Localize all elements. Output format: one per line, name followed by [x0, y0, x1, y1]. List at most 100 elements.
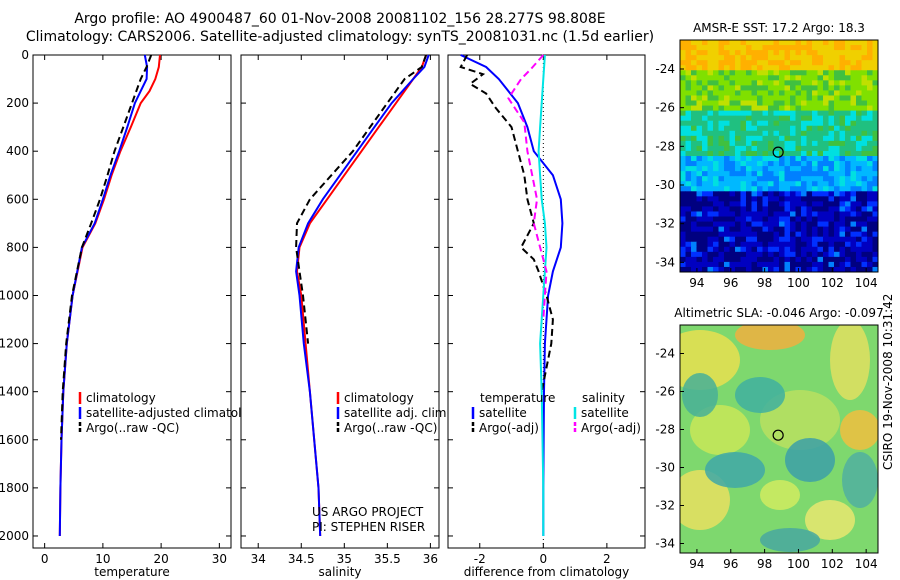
sst-cell: [746, 80, 752, 86]
sst-cell: [834, 45, 840, 51]
sst-cell: [718, 40, 725, 46]
sst-cell: [691, 100, 697, 106]
sst-cell: [713, 236, 719, 243]
sla-blob: [760, 528, 820, 552]
sst-cell: [795, 75, 802, 81]
sst-cell: [872, 201, 878, 207]
sst-cell: [762, 246, 769, 253]
sst-cell: [696, 140, 703, 147]
sst-cell: [724, 60, 730, 66]
sst-cell: [850, 115, 857, 122]
sst-cell: [735, 231, 741, 238]
sst-cell: [685, 135, 692, 142]
legend-label: Argo(..raw -QC): [86, 421, 179, 435]
sst-cell: [746, 231, 752, 238]
sst-cell: [867, 236, 873, 243]
sst-cell: [762, 166, 769, 172]
sst-cell: [735, 55, 741, 61]
sst-cell: [784, 156, 791, 162]
sla-blob: [690, 405, 750, 455]
sst-cell: [867, 125, 873, 132]
sst-cell: [707, 130, 714, 137]
sst-cell: [834, 105, 840, 112]
sst-cell: [823, 221, 829, 228]
sst-cell: [757, 256, 763, 263]
sst-cell: [718, 115, 725, 122]
sst-cell: [823, 90, 829, 96]
sst-cell: [856, 80, 862, 86]
sst-cell: [724, 55, 730, 61]
sst-cell: [762, 176, 769, 182]
sst-cell: [839, 201, 846, 207]
sst-cell: [850, 45, 857, 51]
sst-cell: [812, 206, 818, 212]
sst-cell: [713, 145, 719, 152]
sst-cell: [724, 75, 730, 81]
sst-cell: [812, 171, 818, 177]
sst-cell: [696, 251, 703, 258]
sst-cell: [828, 226, 835, 233]
sst-cell: [735, 241, 741, 248]
sst-cell: [790, 266, 796, 272]
sst-cell: [773, 161, 780, 167]
sst-cell: [746, 70, 752, 76]
sst-cell: [707, 166, 714, 172]
sst-cell: [856, 150, 862, 157]
sst-cell: [691, 156, 697, 162]
sst-cell: [768, 60, 774, 66]
sst-cell: [812, 186, 818, 192]
sst-cell: [713, 80, 719, 86]
pi-label: PI: STEPHEN RISER: [312, 520, 425, 534]
sst-cell: [856, 105, 862, 112]
sst-cell: [702, 145, 708, 152]
sst-cell: [779, 150, 785, 157]
sst-cell: [806, 140, 813, 147]
sst-cell: [751, 161, 758, 167]
sst-cell: [696, 135, 703, 142]
sst-cell: [861, 241, 868, 248]
sst-cell: [768, 261, 774, 268]
sst-cell: [828, 140, 835, 147]
sst-cell: [740, 90, 747, 96]
sst-cell: [740, 176, 747, 182]
sst-cell: [828, 95, 835, 101]
sst-cell: [702, 125, 708, 132]
sst-field: [680, 40, 878, 272]
sst-cell: [834, 201, 840, 207]
sst-cell: [861, 176, 868, 182]
sst-cell: [768, 251, 774, 258]
sst-cell: [823, 65, 829, 71]
sst-cell: [691, 45, 697, 51]
sst-cell: [828, 166, 835, 172]
sst-cell: [850, 75, 857, 81]
sst-cell: [784, 150, 791, 157]
sst-cell: [834, 40, 840, 46]
sst-cell: [757, 216, 763, 222]
sst-cell: [850, 216, 857, 222]
sst-cell: [680, 135, 686, 142]
sst-cell: [696, 75, 703, 81]
sst-cell: [746, 166, 752, 172]
sst-cell: [751, 105, 758, 112]
sst-cell: [779, 236, 785, 243]
sst-cell: [691, 261, 697, 268]
y-tick-label: 800: [6, 240, 29, 254]
sst-cell: [707, 95, 714, 101]
sst-cell: [751, 150, 758, 157]
sst-cell: [724, 100, 730, 106]
sla-field: [680, 325, 878, 553]
sst-cell: [768, 115, 774, 122]
sst-cell: [768, 150, 774, 157]
sst-cell: [784, 65, 791, 71]
sst-cell: [779, 226, 785, 233]
sst-cell: [872, 135, 878, 142]
sst-cell: [812, 90, 818, 96]
sst-cell: [696, 161, 703, 167]
sst-cell: [850, 130, 857, 137]
sst-cell: [834, 156, 840, 162]
sst-cell: [867, 201, 873, 207]
sst-cell: [801, 105, 807, 112]
sst-cell: [762, 261, 769, 268]
sst-cell: [762, 156, 769, 162]
sst-cell: [817, 196, 824, 202]
